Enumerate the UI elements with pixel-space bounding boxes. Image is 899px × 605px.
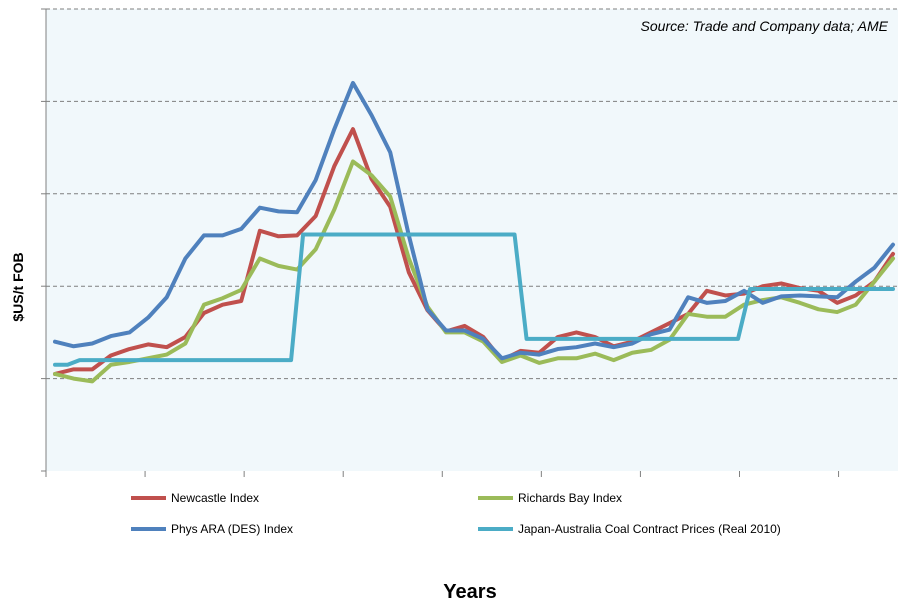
x-axis-label: Years [443, 581, 496, 603]
series-line-4 [53, 232, 895, 367]
x-ticks [45, 471, 840, 477]
y-ticks [41, 8, 46, 472]
series-lines [53, 80, 895, 384]
series-line-2 [53, 159, 895, 384]
legend-label: Japan-Australia Coal Contract Prices (Re… [518, 522, 781, 536]
plot-area [46, 9, 898, 471]
series-line-3 [53, 80, 895, 361]
legend: Newcastle Index Richards Bay Index Phys AR… [131, 491, 781, 536]
legend-label: Newcastle Index [171, 491, 259, 505]
gridlines [46, 8, 898, 380]
y-axis-label: $US/t FOB [10, 252, 26, 321]
source-note: Source: Trade and Company data; AME [641, 18, 889, 34]
legend-label: Phys ARA (DES) Index [171, 522, 293, 536]
legend-label: Richards Bay Index [518, 491, 622, 505]
